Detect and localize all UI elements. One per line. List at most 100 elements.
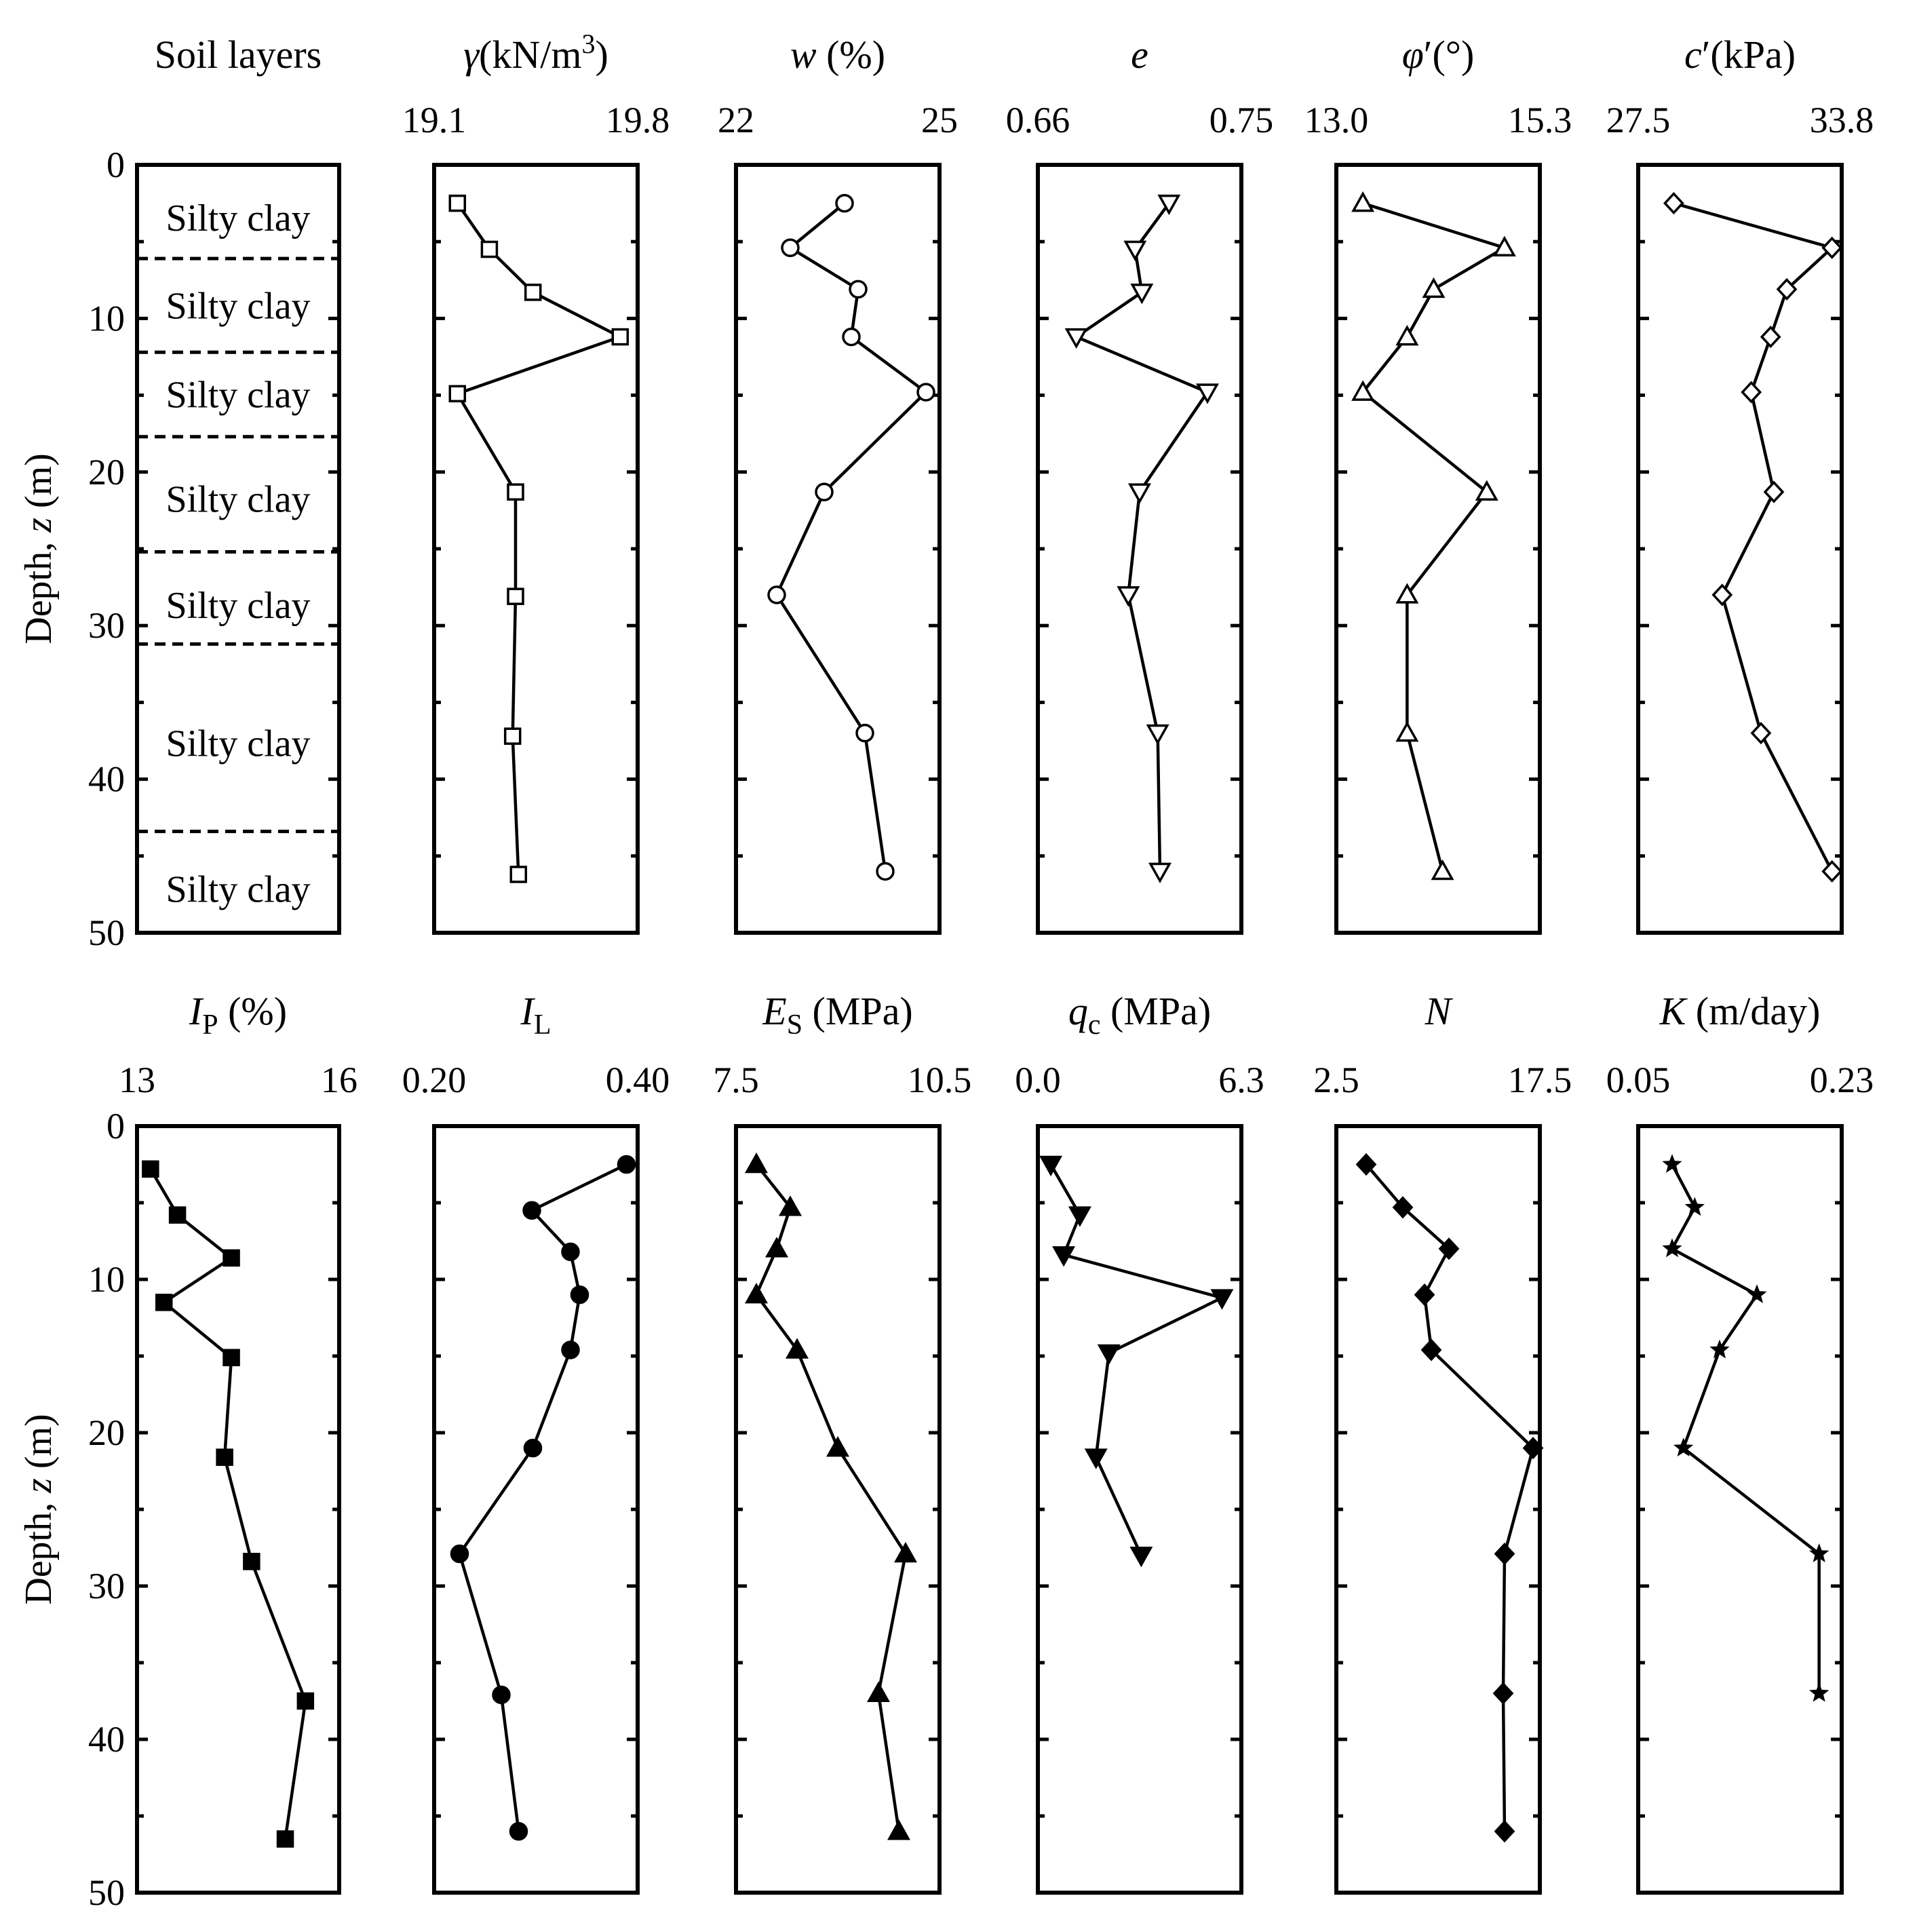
soil-layer-label: Silty clay <box>166 585 310 627</box>
depth-tick-label: 50 <box>88 1872 125 1913</box>
data-point <box>523 1438 543 1458</box>
data-point <box>1431 859 1454 881</box>
data-point <box>1068 1206 1091 1227</box>
data-point <box>1494 1542 1515 1566</box>
data-point <box>611 328 630 346</box>
panel-qc <box>1039 1155 1234 1568</box>
data-point <box>503 727 522 745</box>
data-point <box>507 587 524 605</box>
data-point <box>1351 191 1375 212</box>
x-tick-label-max: 0.40 <box>606 1060 670 1100</box>
data-point <box>1420 1338 1442 1361</box>
data-point <box>1741 381 1762 404</box>
series-line-k <box>1669 1163 1821 1694</box>
series-line-c <box>1673 201 1836 872</box>
x-tick-label-min: 22 <box>718 100 754 140</box>
panel-title-w: w (%) <box>790 33 885 77</box>
x-tick-label-min: 0.0 <box>1015 1060 1061 1100</box>
series-line-n <box>1365 1163 1535 1832</box>
data-point <box>779 1195 802 1216</box>
data-point <box>815 482 834 501</box>
data-point <box>524 284 542 301</box>
data-point <box>1684 1197 1705 1216</box>
data-point <box>1475 480 1498 501</box>
data-point <box>222 1249 240 1267</box>
panel-gamma <box>448 194 630 883</box>
series-line-il <box>458 1163 627 1832</box>
panel-w <box>767 193 935 881</box>
panel-frame-w <box>734 163 942 935</box>
data-point <box>1776 277 1798 301</box>
data-point <box>786 1338 809 1359</box>
data-point <box>1123 240 1147 262</box>
data-point <box>1422 277 1446 298</box>
data-point <box>492 1685 511 1705</box>
data-point <box>1760 325 1781 349</box>
panel-frame-k <box>1636 1124 1844 1895</box>
data-point <box>1395 721 1419 742</box>
x-tick-label-min: 0.66 <box>1006 100 1070 140</box>
data-point <box>1395 583 1419 604</box>
depth-tick-label: 20 <box>88 1412 125 1453</box>
data-point <box>1128 483 1151 504</box>
data-point <box>867 1681 890 1702</box>
data-point <box>765 1237 788 1258</box>
data-point <box>1747 1284 1767 1304</box>
data-point <box>1663 192 1684 215</box>
data-point <box>296 1692 315 1710</box>
depth-tick-label: 0 <box>106 1106 125 1146</box>
data-point <box>1355 1153 1377 1176</box>
x-tick-label-min: 27.5 <box>1606 100 1671 140</box>
data-point <box>617 1155 636 1174</box>
soil-layer-label: Silty clay <box>166 374 310 417</box>
data-point <box>142 1160 159 1178</box>
data-point <box>155 1294 173 1311</box>
x-tick-label-min: 13 <box>119 1060 155 1100</box>
data-point <box>1662 1154 1682 1173</box>
data-point <box>1821 859 1843 883</box>
data-point <box>1129 1547 1153 1568</box>
data-point <box>1130 284 1154 305</box>
data-point <box>1210 1289 1234 1310</box>
x-tick-label-min: 19.1 <box>402 100 467 140</box>
data-point <box>745 1283 768 1304</box>
data-point <box>168 1206 187 1224</box>
x-tick-label-min: 0.05 <box>1606 1060 1671 1100</box>
data-point <box>767 585 786 604</box>
data-point <box>450 1544 469 1564</box>
soil-layers-title: Soil layers <box>155 33 322 77</box>
data-point <box>243 1553 260 1570</box>
data-point <box>448 385 467 403</box>
series-line-qc <box>1049 1163 1226 1556</box>
data-point <box>1492 1682 1514 1705</box>
panel-frame-phi <box>1334 163 1542 935</box>
data-point <box>1494 1820 1515 1843</box>
panel-title-qc: qc (MPa) <box>1068 989 1211 1041</box>
data-point <box>1673 1437 1694 1457</box>
series-line-gamma <box>454 202 624 875</box>
x-tick-label-max: 10.5 <box>908 1060 972 1100</box>
data-point <box>1763 480 1785 503</box>
depth-tick-label: 50 <box>88 912 125 953</box>
data-point <box>1148 862 1172 884</box>
data-point <box>1196 383 1219 404</box>
data-point <box>1146 724 1169 746</box>
depth-tick-label: 10 <box>88 1259 125 1300</box>
data-point <box>826 1436 849 1457</box>
data-point <box>448 194 467 212</box>
x-tick-label-max: 17.5 <box>1508 1060 1572 1100</box>
soil-layer-label: Silty clay <box>166 197 310 239</box>
x-tick-label-max: 15.3 <box>1508 100 1572 140</box>
data-point <box>855 723 874 743</box>
panel-title-es: ES (MPa) <box>762 989 913 1041</box>
panel-frame-gamma <box>432 163 640 935</box>
x-tick-label-max: 33.8 <box>1810 100 1874 140</box>
panel-title-n: N <box>1425 989 1454 1033</box>
x-tick-label-min: 13.0 <box>1304 100 1369 140</box>
data-point <box>1351 380 1375 401</box>
x-tick-label-min: 2.5 <box>1313 1060 1359 1100</box>
data-point <box>1084 1448 1108 1469</box>
panel-k <box>1662 1154 1829 1702</box>
data-point <box>570 1285 589 1305</box>
